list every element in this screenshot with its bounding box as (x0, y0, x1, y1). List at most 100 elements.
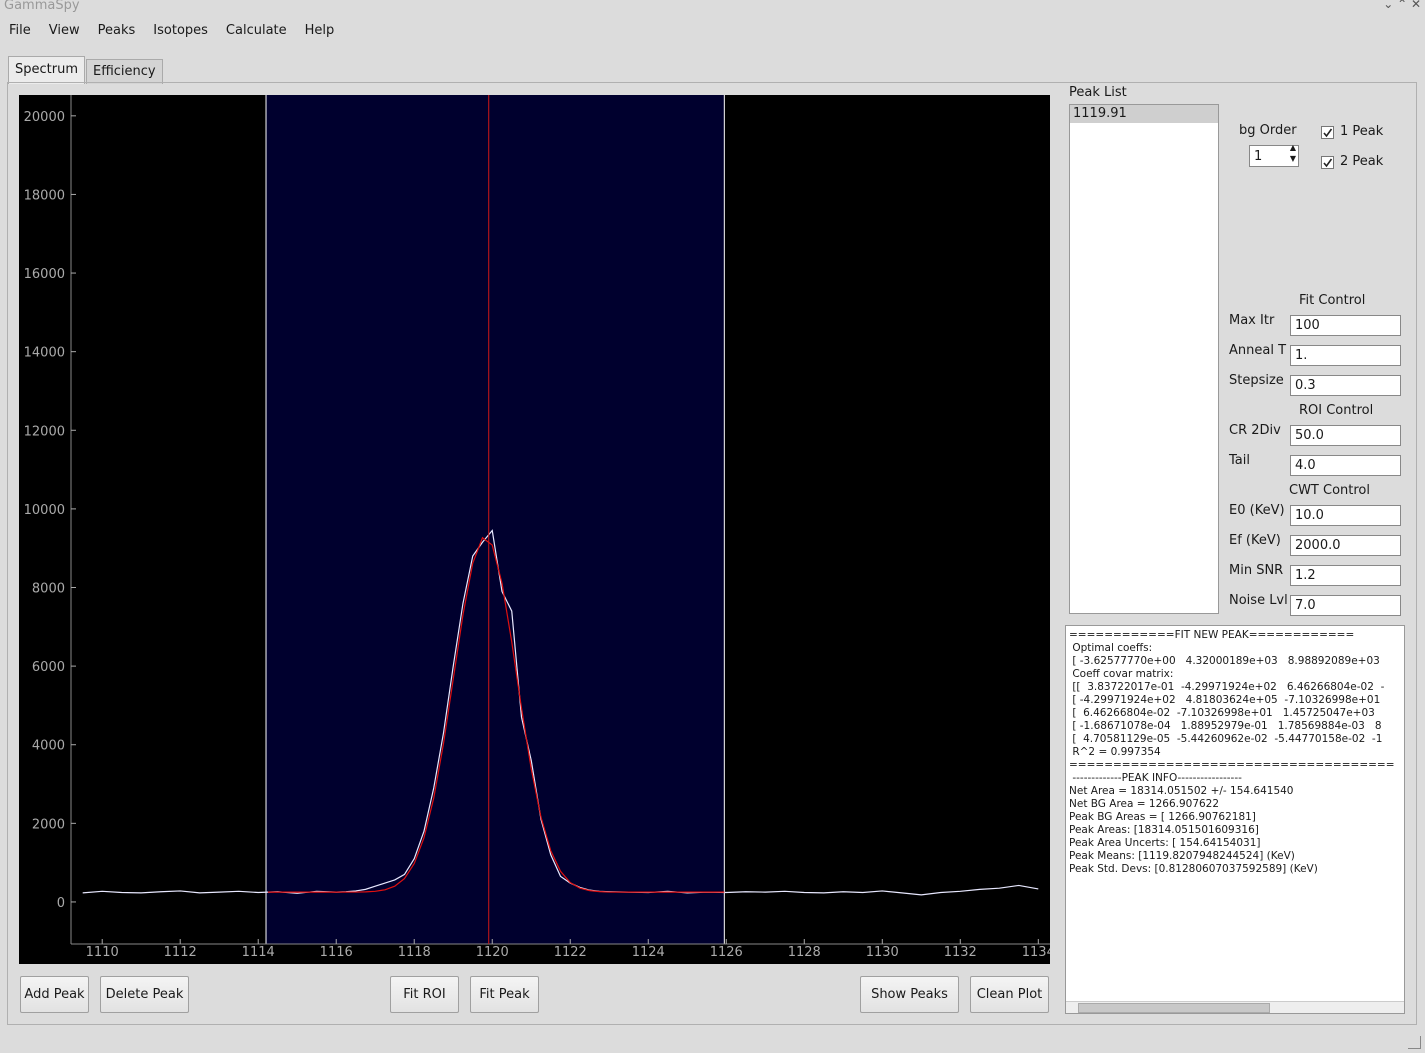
output-console: ============FIT NEW PEAK============ Opt… (1065, 625, 1405, 1014)
output-line: Net BG Area = 1266.907622 (1069, 798, 1220, 810)
roi-region (266, 95, 725, 944)
menu-item[interactable]: Help (304, 23, 335, 38)
button[interactable]: Fit ROI (390, 976, 459, 1013)
output-line: ===================================== (1069, 759, 1395, 771)
x-tick-label: 1134 (1022, 945, 1050, 960)
button[interactable]: Fit Peak (470, 976, 539, 1013)
y-tick-label: 6000 (32, 660, 65, 675)
tab[interactable]: Efficiency (86, 59, 163, 84)
output-line: Peak Means: [1119.8207948244524] (KeV) (1069, 850, 1295, 862)
menu-bar: File View Peaks Isotopes Calculate Help (0, 21, 343, 41)
y-tick-label: 20000 (24, 110, 65, 125)
output-line: R^2 = 0.997354 (1069, 746, 1161, 758)
button[interactable]: Clean Plot (970, 976, 1049, 1013)
x-tick-label: 1118 (398, 945, 431, 960)
output-line: -------------PEAK INFO----------------- (1069, 772, 1242, 784)
output-line: Net Area = 18314.051502 +/- 154.641540 (1069, 785, 1294, 797)
text-field[interactable]: 7.0 (1290, 595, 1401, 616)
x-tick-label: 1120 (476, 945, 509, 960)
output-line: Peak BG Areas = [ 1266.90762181] (1069, 811, 1256, 823)
button[interactable]: Show Peaks (860, 976, 959, 1013)
series-line (267, 536, 725, 893)
x-tick-label: 1128 (788, 945, 821, 960)
button[interactable]: Delete Peak (100, 976, 189, 1013)
output-line: [ 6.46266804e-02 -7.10326998e+01 1.45725… (1069, 707, 1375, 719)
output-line: [ -4.29971924e+02 4.81803624e+05 -7.1032… (1069, 694, 1381, 706)
x-tick-label: 1114 (242, 945, 275, 960)
window-controls[interactable]: ⌄ ⌃ ✕ (1383, 0, 1421, 11)
menu-item[interactable]: Calculate (225, 23, 287, 38)
field-label: Max Itr (1229, 313, 1275, 328)
check-mark (1323, 158, 1333, 168)
output-line: ============FIT NEW PEAK============ (1069, 629, 1355, 641)
text-field[interactable]: 100 (1290, 315, 1401, 336)
field-label: Tail (1229, 453, 1250, 468)
output-line: [ -3.62577770e+00 4.32000189e+03 8.98892… (1069, 655, 1380, 667)
output-line: Peak Area Uncerts: [ 154.64154031] (1069, 837, 1261, 849)
group-heading: ROI Control (1299, 403, 1374, 418)
y-tick-label: 16000 (24, 267, 65, 282)
field-label: Ef (KeV) (1229, 533, 1281, 548)
scroll-thumb[interactable] (1078, 1003, 1270, 1013)
text-field[interactable]: 50.0 (1290, 425, 1401, 446)
y-tick-label: 2000 (32, 817, 65, 832)
menu-item[interactable]: File (9, 23, 31, 38)
tab[interactable]: Spectrum (8, 56, 85, 84)
bg-order-value: 1 (1254, 149, 1263, 164)
x-tick-label: 1126 (710, 945, 743, 960)
field-label: E0 (KeV) (1229, 503, 1285, 518)
h-scrollbar[interactable] (1066, 1001, 1404, 1013)
peak-list[interactable]: 1119.91 (1069, 104, 1219, 614)
y-tick-label: 0 (57, 896, 65, 911)
checkbox[interactable] (1321, 156, 1334, 169)
group-heading: Fit Control (1299, 293, 1366, 308)
group-heading: CWT Control (1289, 483, 1370, 498)
output-line: Peak Std. Devs: [0.81280607037592589] (K… (1069, 863, 1318, 875)
text-field[interactable]: 2000.0 (1290, 535, 1401, 556)
text-field[interactable]: 4.0 (1290, 455, 1401, 476)
check-mark (1323, 128, 1333, 138)
output-line: Coeff covar matrix: (1069, 668, 1174, 680)
y-tick-label: 10000 (24, 503, 65, 518)
x-tick-label: 1110 (86, 945, 119, 960)
bg-order-spinbox[interactable]: 1 ▲ ▼ (1249, 143, 1299, 167)
tab-frame (7, 82, 1417, 1025)
button[interactable]: Add Peak (20, 976, 89, 1013)
checkbox[interactable] (1321, 126, 1334, 139)
text-field[interactable]: 1. (1290, 345, 1401, 366)
output-line: Optimal coeffs: (1069, 642, 1153, 654)
output-line: [ 4.70581129e-05 -5.44260962e-02 -5.4477… (1069, 733, 1383, 745)
peak-list-label: Peak List (1069, 85, 1127, 100)
menu-item[interactable]: View (48, 23, 80, 38)
resize-grip[interactable] (1408, 1036, 1421, 1049)
y-tick-label: 18000 (24, 188, 65, 203)
x-tick-label: 1130 (866, 945, 899, 960)
text-field[interactable]: 0.3 (1290, 375, 1401, 396)
tab-bar: Spectrum Efficiency (8, 56, 164, 84)
field-label: Anneal T (1229, 343, 1287, 358)
menu-item[interactable]: Peaks (97, 23, 136, 38)
x-tick-label: 1112 (164, 945, 197, 960)
x-tick-label: 1116 (320, 945, 353, 960)
output-line: [[ 3.83722017e-01 -4.29971924e+02 6.4626… (1069, 681, 1385, 693)
y-tick-label: 4000 (32, 739, 65, 754)
menu-item[interactable]: Isotopes (153, 23, 208, 38)
field-label: CR 2Div (1229, 423, 1281, 438)
x-tick-label: 1132 (944, 945, 977, 960)
text-field[interactable]: 10.0 (1290, 505, 1401, 526)
output-line: [ -1.68671078e-04 1.88952979e-01 1.78569… (1069, 720, 1382, 732)
checkbox-label[interactable]: 1 Peak (1340, 124, 1384, 139)
checkbox-label[interactable]: 2 Peak (1340, 154, 1384, 169)
bg-order-label: bg Order (1239, 123, 1297, 138)
peak-list-item[interactable]: 1119.91 (1070, 105, 1218, 123)
x-tick-label: 1124 (632, 945, 665, 960)
text-field[interactable]: 1.2 (1290, 565, 1401, 586)
spectrum-plot[interactable]: 0 2000 4000 6000 8000 10000 12000 14000 16000 180… (19, 95, 1050, 964)
window-title: GammaSpy (4, 0, 80, 13)
spin-arrows[interactable]: ▲ ▼ (1289, 143, 1296, 163)
field-label: Min SNR (1229, 563, 1284, 578)
field-label: Noise Lvl (1229, 593, 1288, 608)
y-tick-label: 8000 (32, 581, 65, 596)
output-text: ============FIT NEW PEAK============ Opt… (1066, 629, 1404, 876)
